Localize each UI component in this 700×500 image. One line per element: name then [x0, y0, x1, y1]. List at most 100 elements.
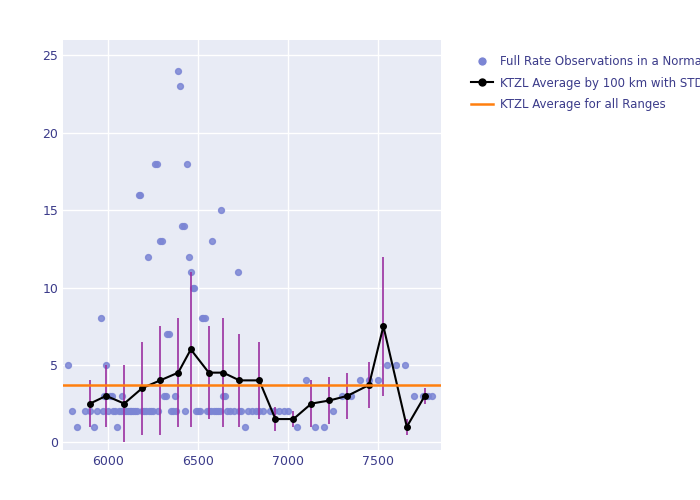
Point [122, 408, 134, 416]
Point [232, 268, 243, 276]
Point [206, 237, 218, 245]
Point [148, 408, 159, 416]
Point [408, 392, 419, 400]
Point [158, 392, 169, 400]
Point [345, 392, 356, 400]
Point [400, 361, 411, 369]
Point [382, 361, 393, 369]
Point [187, 284, 198, 292]
Point [111, 423, 122, 431]
Point [88, 423, 99, 431]
Point [130, 408, 141, 416]
Point [180, 408, 191, 416]
Point [181, 160, 193, 168]
Point [110, 408, 121, 416]
Point [153, 408, 164, 416]
Point [205, 408, 216, 416]
Point [221, 408, 232, 416]
Point [102, 408, 113, 416]
Point [265, 408, 276, 416]
Point [79, 408, 90, 416]
Point [203, 408, 214, 416]
Point [92, 408, 103, 416]
Point [189, 284, 200, 292]
Point [193, 408, 204, 416]
Point [162, 330, 173, 338]
Point [318, 423, 330, 431]
Point [113, 408, 125, 416]
Point [209, 408, 220, 416]
Point [85, 408, 96, 416]
Point [225, 408, 236, 416]
Point [253, 408, 265, 416]
Point [174, 82, 186, 90]
Point [156, 237, 167, 245]
Point [140, 408, 151, 416]
Point [363, 376, 374, 384]
Point [282, 408, 293, 416]
Point [146, 408, 157, 416]
Point [426, 392, 438, 400]
Point [216, 206, 227, 214]
Point [165, 408, 176, 416]
Point [131, 408, 142, 416]
Point [212, 408, 223, 416]
Point [160, 392, 172, 400]
Point [243, 408, 254, 416]
Point [274, 408, 285, 416]
Point [171, 408, 182, 416]
Legend: Full Rate Observations in a Normal Point, KTZL Average by 100 km with STD, KTZL : Full Rate Observations in a Normal Point… [462, 46, 700, 120]
Point [250, 408, 261, 416]
Point [228, 408, 239, 416]
Point [337, 392, 348, 400]
Point [328, 408, 339, 416]
Point [101, 361, 112, 369]
Point [202, 408, 213, 416]
Point [135, 190, 146, 198]
Point [164, 330, 175, 338]
Point [186, 268, 197, 276]
Point [218, 392, 229, 400]
Point [126, 408, 137, 416]
Point [108, 408, 119, 416]
Point [133, 190, 144, 198]
Point [183, 252, 195, 260]
Point [198, 314, 209, 322]
Point [66, 408, 78, 416]
Point [196, 314, 207, 322]
Point [63, 361, 74, 369]
Point [268, 408, 279, 416]
Point [239, 423, 251, 431]
Point [173, 67, 184, 75]
Point [417, 392, 428, 400]
Point [291, 423, 302, 431]
Point [194, 408, 205, 416]
Point [120, 408, 132, 416]
Point [106, 392, 117, 400]
Point [178, 222, 189, 230]
Point [115, 408, 126, 416]
Point [199, 314, 211, 322]
Point [309, 423, 321, 431]
Point [149, 160, 160, 168]
Point [234, 408, 245, 416]
Point [214, 408, 225, 416]
Point [257, 408, 268, 416]
Point [95, 314, 106, 322]
Point [124, 408, 135, 416]
Point [118, 408, 130, 416]
Point [372, 376, 384, 384]
Point [151, 160, 162, 168]
Point [236, 408, 247, 416]
Point [300, 376, 312, 384]
Point [104, 392, 116, 400]
Point [127, 408, 139, 416]
Point [176, 222, 188, 230]
Point [354, 376, 365, 384]
Point [190, 408, 202, 416]
Point [155, 237, 166, 245]
Point [219, 392, 230, 400]
Point [97, 408, 108, 416]
Point [279, 408, 290, 416]
Point [423, 392, 434, 400]
